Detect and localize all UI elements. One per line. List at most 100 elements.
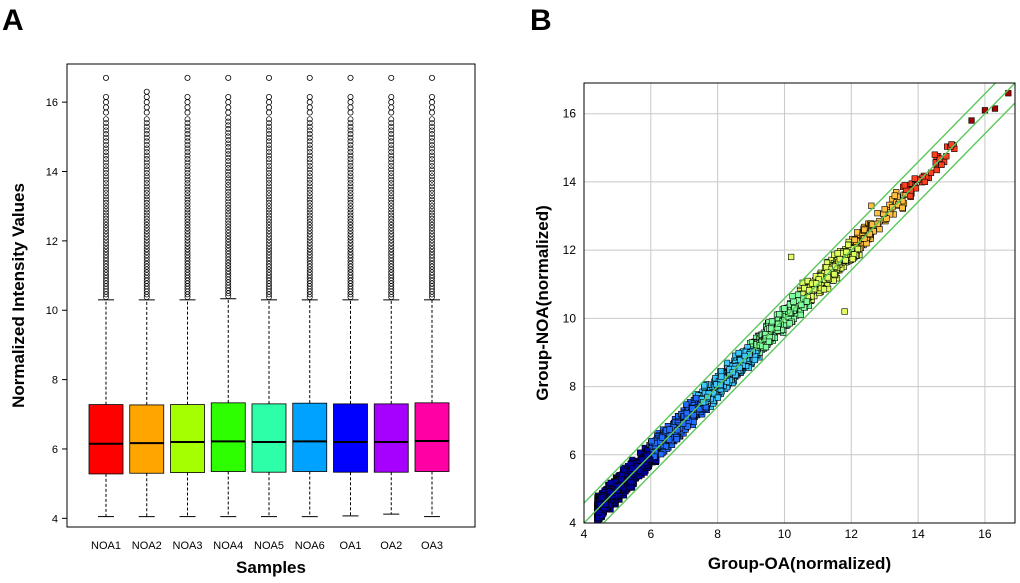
outlier-point <box>225 265 232 272</box>
outlier-point <box>184 255 191 261</box>
outlier-point <box>388 127 395 134</box>
y-tick-label-b: 16 <box>563 107 577 121</box>
outlier-point <box>266 206 272 213</box>
outlier-point <box>143 243 150 250</box>
data-point <box>693 394 700 402</box>
data-point <box>648 438 655 445</box>
outlier-point <box>306 234 313 241</box>
outlier-point <box>143 231 150 238</box>
outlier-point <box>184 156 191 163</box>
outlier-point <box>347 145 354 152</box>
outlier-point <box>103 260 109 267</box>
outlier-point <box>184 104 191 111</box>
outlier-point <box>103 257 109 264</box>
outlier-point <box>266 255 272 261</box>
outlier-point <box>184 240 191 247</box>
outlier-point <box>266 257 272 264</box>
outlier-point <box>266 166 272 173</box>
data-point <box>683 410 690 417</box>
outlier-point <box>103 269 109 276</box>
outlier-point <box>429 190 435 196</box>
outlier-point <box>225 279 232 286</box>
outlier-point <box>266 156 272 163</box>
outlier-point <box>347 218 354 225</box>
outlier-point <box>388 209 395 216</box>
outlier-point <box>429 266 435 273</box>
outlier-point <box>143 266 150 273</box>
outlier-point <box>347 193 354 200</box>
outlier-point <box>225 114 232 121</box>
outlier-point <box>306 149 313 155</box>
x-category-label: NOA6 <box>295 540 325 552</box>
outlier-point <box>143 152 150 159</box>
outlier-point <box>184 209 191 216</box>
outlier-point <box>266 277 272 284</box>
data-point <box>765 338 773 345</box>
data-point <box>823 264 830 271</box>
outlier-point <box>429 127 435 134</box>
box-body <box>333 403 368 473</box>
outlier-point <box>266 237 272 244</box>
box-noa3 <box>170 74 205 518</box>
outlier-point <box>347 134 354 141</box>
outlier-point <box>429 260 435 267</box>
outlier-point <box>429 134 435 141</box>
outlier-point <box>266 183 272 190</box>
outlier-point <box>429 243 435 250</box>
outlier-point <box>429 116 435 123</box>
outlier-point <box>306 123 313 130</box>
outlier-point <box>103 169 109 176</box>
outlier-point <box>225 233 232 240</box>
x-axis-title-a: Samples <box>236 558 306 577</box>
outlier-point <box>143 149 150 155</box>
outlier-point <box>266 123 272 130</box>
outlier-point <box>266 169 272 176</box>
outlier-point <box>429 186 435 193</box>
outlier-point <box>143 203 150 209</box>
outlier-point <box>184 222 191 228</box>
outlier-point <box>103 180 109 186</box>
outlier-point <box>347 74 354 81</box>
outlier-point <box>184 109 191 116</box>
outlier-point <box>266 163 272 169</box>
box-noa5 <box>251 74 287 518</box>
outlier-point <box>103 163 109 169</box>
outlier-point <box>306 93 313 100</box>
outlier-point <box>429 225 435 232</box>
y-tick-label-b: 4 <box>569 516 576 530</box>
outlier-point <box>266 149 272 155</box>
outlier-point <box>306 156 313 163</box>
outlier-point <box>184 243 191 250</box>
outlier-point <box>143 190 150 196</box>
outlier-point <box>429 212 435 219</box>
outlier-point <box>347 93 354 100</box>
data-point <box>690 412 697 419</box>
data-point <box>931 151 938 158</box>
y-axis-title-b: Group-NOA(normalized) <box>533 205 552 401</box>
outlier-point <box>347 212 354 219</box>
outlier-point <box>347 173 354 180</box>
outlier-point <box>103 145 109 152</box>
outlier-point <box>225 262 232 269</box>
outlier-point <box>103 123 109 130</box>
outlier-point <box>347 127 354 134</box>
outlier-point <box>347 237 354 244</box>
outlier-point <box>103 116 109 123</box>
outlier-point <box>184 99 191 106</box>
data-point <box>938 161 945 168</box>
outlier-point <box>225 178 232 185</box>
outlier-point <box>388 263 395 270</box>
outlier-point <box>143 93 150 100</box>
outlier-point <box>388 252 395 259</box>
outlier-point <box>143 252 150 259</box>
outlier-point <box>306 249 313 256</box>
data-point <box>849 255 856 263</box>
data-point <box>618 476 625 483</box>
outlier-point <box>429 193 435 200</box>
outlier-point <box>184 74 191 81</box>
outlier-point <box>225 144 232 151</box>
outlier-point <box>388 266 395 273</box>
outlier-point <box>103 246 109 253</box>
y-tick-label-b: 8 <box>569 380 576 394</box>
data-point <box>794 291 802 298</box>
